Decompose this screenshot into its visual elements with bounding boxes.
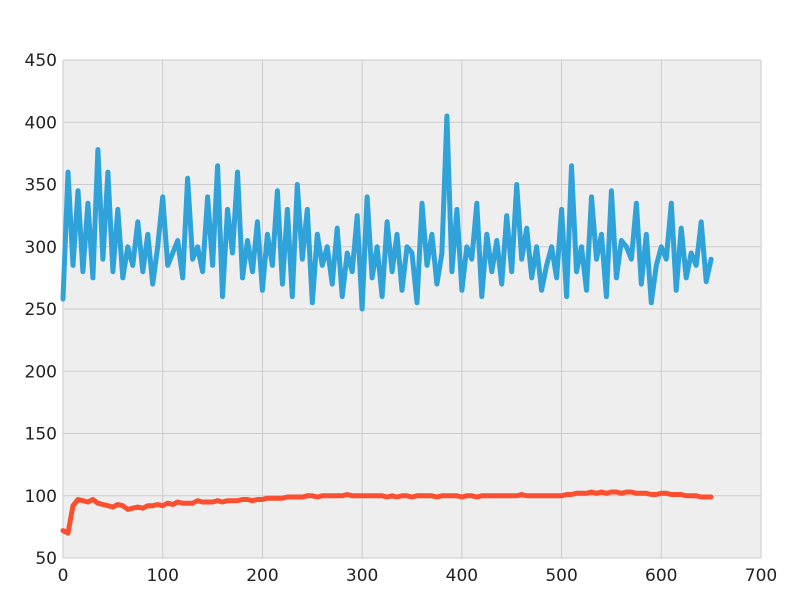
y-tick-label: 100 [25,487,57,507]
x-tick-label: 600 [645,566,677,586]
series-line-2 [60,489,714,536]
series-layer [60,113,714,536]
x-tick-label: 0 [58,566,69,586]
x-tick-label: 300 [346,566,378,586]
y-tick-label: 50 [35,549,57,569]
y-tick-label: 250 [25,300,57,320]
x-tick-label: 700 [745,566,777,586]
x-tick-label: 200 [246,566,278,586]
y-tick-label: 400 [25,113,57,133]
y-tick-label: 200 [25,362,57,382]
y-tick-label: 150 [25,425,57,445]
y-tick-label: 450 [25,51,57,71]
x-tick-label: 500 [545,566,577,586]
x-tick-label: 400 [446,566,478,586]
axis-ticks: 0 100 200 300 400 500 600 700 50 100 150 200 250 300 3… [25,51,778,586]
y-tick-label: 350 [25,176,57,196]
series-line-1 [60,113,714,312]
x-tick-label: 100 [146,566,178,586]
y-tick-label: 300 [25,238,57,258]
